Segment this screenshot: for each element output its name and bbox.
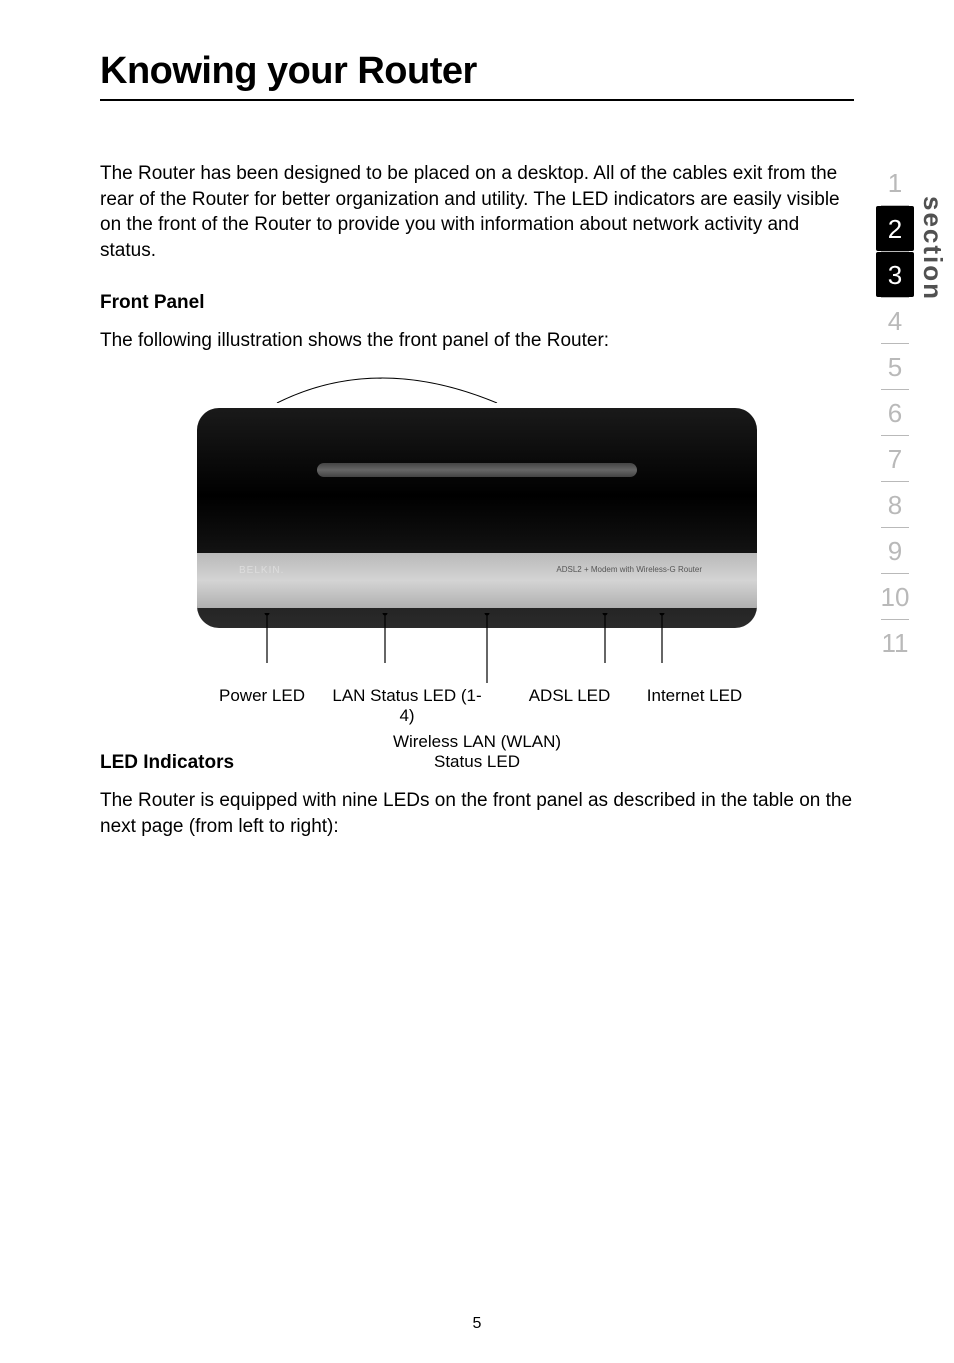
model-caption: ADSL2 + Modem with Wireless-G Router: [556, 565, 702, 574]
nav-item-2[interactable]: 2: [876, 206, 914, 251]
front-panel-heading: Front Panel: [100, 292, 854, 314]
nav-item-4[interactable]: 4: [876, 298, 914, 343]
nav-item-1[interactable]: 1: [876, 160, 914, 205]
nav-item-6[interactable]: 6: [876, 390, 914, 435]
nav-item-8[interactable]: 8: [876, 482, 914, 527]
page-title: Knowing your Router: [100, 50, 854, 93]
nav-item-3[interactable]: 3: [876, 252, 914, 297]
callout-lan: LAN Status LED (1-4): [327, 686, 487, 726]
router-face: [197, 553, 757, 608]
nav-item-7[interactable]: 7: [876, 436, 914, 481]
led-indicators-text: The Router is equipped with nine LEDs on…: [100, 788, 854, 839]
callout-block: Power LED LAN Status LED (1-4) ADSL LED …: [197, 638, 757, 772]
callout-internet: Internet LED: [632, 686, 757, 726]
title-rule: [100, 99, 854, 101]
callout-lines-icon: [197, 613, 757, 683]
callout-power: Power LED: [197, 686, 327, 726]
callout-wlan-line1: Wireless LAN (WLAN): [197, 732, 757, 752]
front-panel-text: The following illustration shows the fro…: [100, 328, 854, 354]
router-vent-icon: [317, 463, 637, 477]
nav-item-10[interactable]: 10: [876, 574, 914, 619]
nav-item-5[interactable]: 5: [876, 344, 914, 389]
intro-paragraph: The Router has been designed to be place…: [100, 161, 854, 264]
section-nav: section 1234567891011: [876, 160, 914, 665]
callout-wlan-line2: Status LED: [197, 752, 757, 772]
nav-item-9[interactable]: 9: [876, 528, 914, 573]
page-number: 5: [0, 1315, 954, 1333]
nav-item-11[interactable]: 11: [876, 620, 914, 665]
section-label: section: [917, 196, 948, 301]
router-body: ⏻ 🖳 🖳 🖳 🖳 📶 ▤ 🌐 BELKIN. ADSL2 + Modem wi…: [197, 408, 757, 628]
brand-label: BELKIN.: [239, 565, 284, 576]
router-diagram: ⏻ 🖳 🖳 🖳 🖳 📶 ▤ 🌐 BELKIN. ADSL2 + Modem wi…: [197, 363, 757, 628]
callout-adsl: ADSL LED: [507, 686, 632, 726]
cable-curve-icon: [197, 363, 757, 403]
